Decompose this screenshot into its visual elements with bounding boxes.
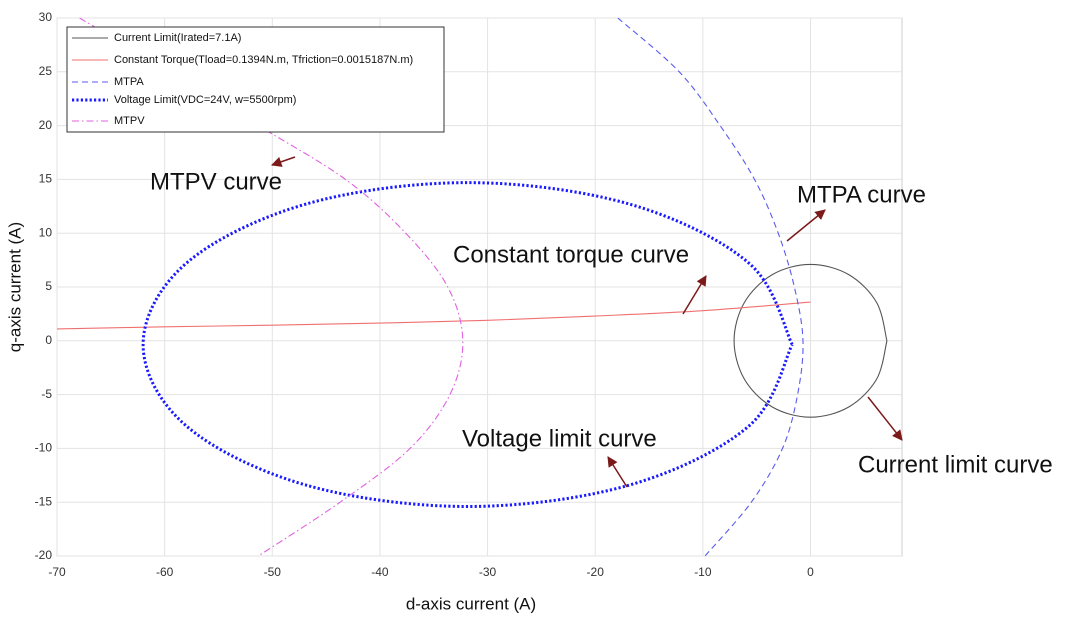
annotation: Voltage limit curve — [462, 425, 657, 452]
series-line — [79, 18, 464, 556]
x-tick-label: -10 — [694, 565, 712, 579]
annotation-arrow — [607, 456, 628, 488]
series-line — [617, 18, 804, 556]
annotation-arrow — [867, 396, 903, 441]
x-tick-label: -40 — [371, 565, 389, 579]
y-tick-label: 5 — [45, 279, 52, 293]
x-tick-label: -50 — [264, 565, 282, 579]
y-tick-label: 20 — [39, 118, 53, 132]
x-tick-label: -60 — [156, 565, 174, 579]
series-line — [733, 263, 888, 418]
y-tick-label: 25 — [39, 64, 53, 78]
x-axis-label: d-axis current (A) — [406, 594, 536, 613]
legend-label: Current Limit(Irated=7.1A) — [114, 32, 241, 44]
x-tick-label: -20 — [587, 565, 605, 579]
y-tick-label: 30 — [39, 10, 53, 24]
y-tick-label: 15 — [39, 172, 53, 186]
annotation: Current limit curve — [858, 451, 1053, 478]
annotation: MTPA curve — [797, 181, 926, 208]
legend-label: Constant Torque(Tload=0.1394N.m, Tfricti… — [114, 54, 413, 66]
legend — [66, 26, 445, 133]
legend-label: Voltage Limit(VDC=24V, w=5500rpm) — [114, 94, 296, 106]
legend-label: MTPV — [114, 115, 145, 127]
y-tick-label: -15 — [35, 494, 53, 508]
x-tick-label: -30 — [479, 565, 497, 579]
y-tick-label: -5 — [41, 387, 52, 401]
y-tick-label: -20 — [35, 548, 53, 562]
x-tick-label: 0 — [807, 565, 814, 579]
y-tick-label: 0 — [45, 333, 52, 347]
series-line — [57, 301, 811, 330]
annotation-arrow — [786, 209, 826, 242]
series-line — [141, 181, 794, 509]
x-tick-label: -70 — [48, 565, 66, 579]
annotation: MTPV curve — [150, 168, 282, 195]
annotation-arrow — [682, 275, 707, 315]
annotation-arrow — [271, 156, 296, 167]
annotation: Constant torque curve — [453, 241, 689, 268]
y-tick-label: -10 — [35, 441, 53, 455]
legend-label: MTPA — [114, 76, 144, 88]
y-tick-label: 10 — [39, 225, 53, 239]
y-axis-label: q-axis current (A) — [5, 222, 24, 352]
